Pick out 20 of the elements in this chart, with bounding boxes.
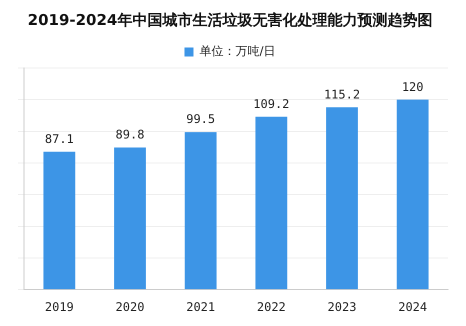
bar: [184, 132, 217, 290]
legend-label: 单位：万吨/日: [199, 44, 276, 58]
data-label: 115.2: [324, 87, 360, 102]
data-label: 120: [402, 80, 424, 94]
bar: [396, 100, 429, 290]
x-tick-label: 2023: [328, 300, 356, 314]
bar: [114, 147, 146, 290]
x-tick-label: 2019: [44, 300, 74, 314]
data-label: 87.1: [44, 132, 74, 146]
data-label: 99.5: [186, 112, 216, 126]
x-tick-label: 2022: [256, 300, 286, 314]
data-label: 89.8: [116, 128, 144, 142]
bar: [255, 116, 288, 290]
bar: [43, 152, 76, 290]
bar: [326, 107, 358, 290]
chart-title: 2019-2024年中国城市生活垃圾无害化处理能力预测趋势图: [28, 10, 432, 29]
x-tick-label: 2020: [116, 300, 144, 314]
x-tick-label: 2021: [186, 300, 216, 314]
x-tick-label: 2024: [398, 300, 428, 314]
data-label: 109.2: [253, 96, 290, 111]
